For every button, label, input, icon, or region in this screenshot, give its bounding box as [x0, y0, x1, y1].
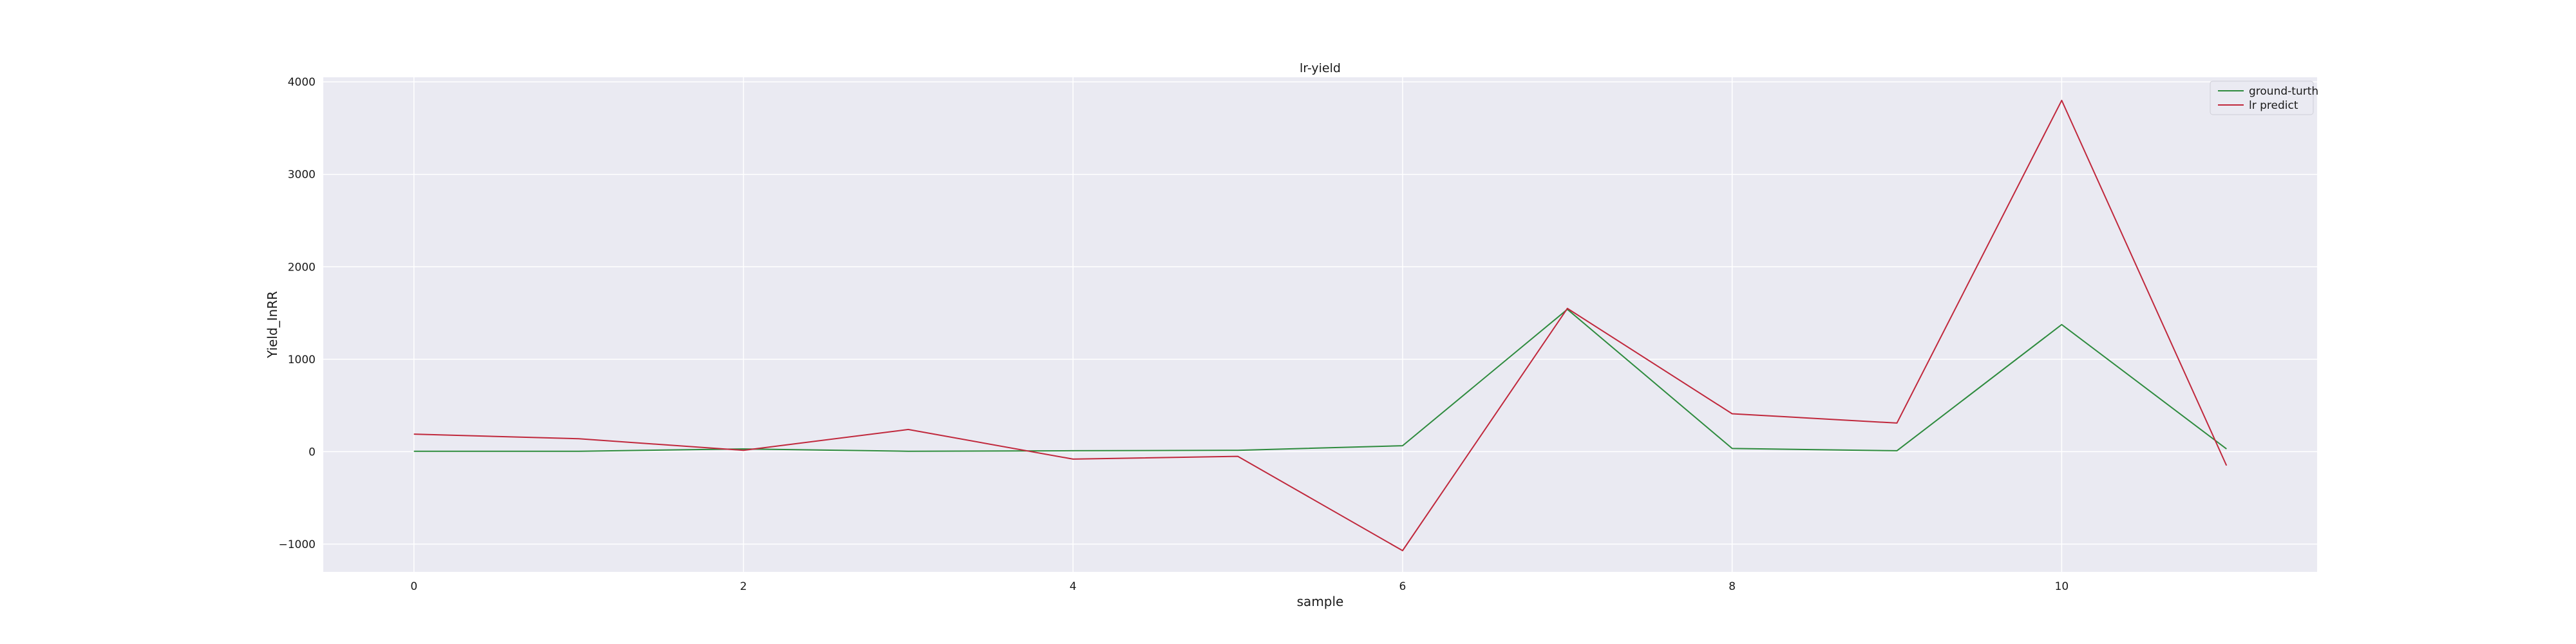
x-tick-labels: 0 2 4 6 8 10 [410, 580, 2069, 593]
x-tick-label: 8 [1728, 580, 1736, 593]
x-tick-label: 4 [1070, 580, 1077, 593]
series-line-ground-turth [413, 308, 2227, 452]
x-tick-label: 0 [410, 580, 417, 593]
x-tick-label: 10 [2055, 580, 2069, 593]
legend: ground-turth lr predict [2210, 80, 2318, 115]
y-tick-label: 1000 [288, 354, 316, 366]
legend-label-ground-turth: ground-turth [2249, 85, 2318, 98]
y-tick-label: 3000 [288, 169, 316, 182]
y-axis-label: Yield_InRR [265, 291, 280, 359]
x-tick-label: 6 [1399, 580, 1406, 593]
chart-title: lr-yield [1300, 61, 1341, 75]
y-tick-labels: −1000 0 1000 2000 3000 4000 [278, 76, 316, 551]
series-line-lr-predict [413, 99, 2228, 551]
series-lines [413, 99, 2228, 551]
y-tick-label: 4000 [288, 76, 316, 89]
legend-label-lr-predict: lr predict [2249, 99, 2298, 112]
legend-box [2210, 80, 2314, 115]
x-tick-label: 2 [740, 580, 747, 593]
x-axis-label: sample [1297, 594, 1344, 609]
y-tick-label: 2000 [288, 261, 316, 274]
y-tick-label: −1000 [278, 538, 316, 551]
y-tick-label: 0 [308, 446, 316, 459]
plot-area [323, 77, 2317, 572]
